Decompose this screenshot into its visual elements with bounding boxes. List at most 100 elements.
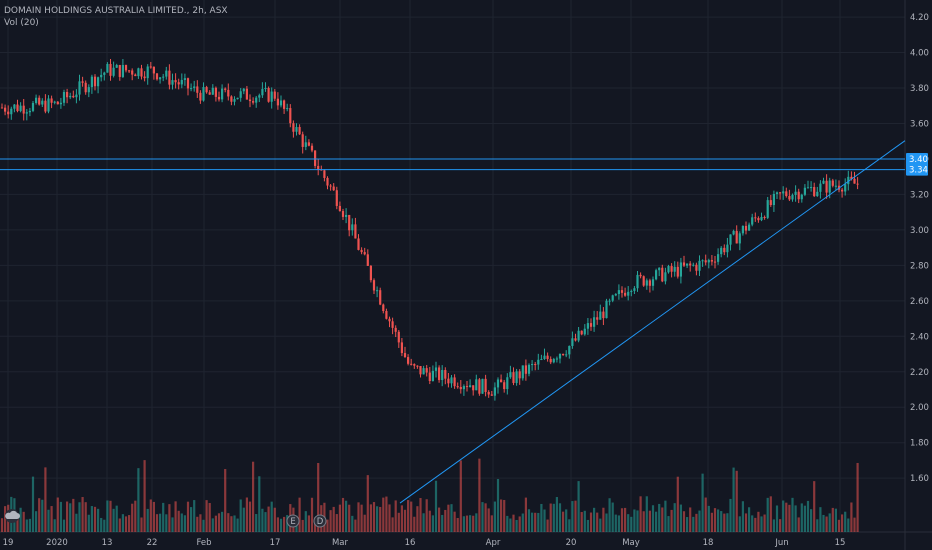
time-axis[interactable]: 19 2020 13 22 Feb 17 Mar 16 Apr 20 May 18 Jun 15 [3, 538, 846, 548]
volume-bar [512, 514, 515, 532]
volume-bar [270, 501, 273, 532]
earnings-marker[interactable] [286, 514, 300, 528]
price-label-tag[interactable] [906, 152, 928, 165]
volume-bar [25, 519, 28, 532]
volume-bar [841, 514, 844, 532]
candle-body [419, 366, 422, 375]
volume-bar [376, 506, 379, 532]
price-tick-label: 1.60 [910, 474, 929, 484]
candle-body [295, 127, 298, 132]
candle-body [221, 88, 224, 100]
time-tick-label: 22 [147, 538, 158, 548]
candle-body [326, 177, 329, 186]
volume-bar [75, 513, 78, 532]
price-axis[interactable]: 4.20 4.00 3.80 3.60 3.40 3.20 3.00 2.80 2.60 2.40… [906, 13, 929, 484]
volume-bar [608, 498, 611, 532]
volume-bar [131, 503, 134, 532]
candle-body [493, 387, 496, 396]
candle-body [834, 185, 837, 187]
candle-body [357, 238, 360, 250]
candle-body [152, 66, 155, 74]
candle-body [779, 192, 782, 194]
volume-bar [397, 512, 400, 532]
volume-bar [704, 497, 707, 532]
volume-bar [72, 498, 75, 532]
drawing-overlays[interactable] [0, 140, 906, 504]
candle-body [472, 385, 475, 391]
candle-body [137, 68, 140, 77]
volume-bar [558, 503, 562, 532]
candle-body [366, 254, 369, 266]
price-label-tag[interactable] [906, 163, 928, 176]
candle-body [47, 98, 50, 112]
candle-body [639, 274, 642, 277]
candle-body [806, 187, 810, 189]
time-tick-label: 13 [102, 538, 113, 548]
volume-bar [84, 502, 87, 532]
volume-bar [273, 507, 276, 532]
volume-bar [670, 509, 673, 532]
price-tick-label: 2.80 [910, 261, 929, 271]
volume-bar [332, 506, 335, 532]
volume-bar [53, 519, 56, 532]
candle-body [785, 191, 788, 197]
volume-bar [682, 511, 686, 532]
volume-bar [546, 519, 549, 532]
candle-body [825, 180, 828, 193]
candle-body [289, 108, 292, 124]
volume-bar [565, 509, 568, 532]
volume-bar [664, 500, 667, 532]
candle-body [769, 200, 772, 206]
volume-bar [106, 500, 109, 532]
price-tick-label: 3.60 [910, 119, 929, 129]
candle-body [720, 247, 723, 255]
candle-body [351, 224, 354, 231]
candle-body [537, 359, 540, 365]
volume-bar [661, 507, 664, 532]
volume-bar [81, 497, 84, 532]
candle-body [273, 91, 276, 99]
volume-bar [676, 476, 679, 532]
candle-body [159, 77, 162, 80]
volume-bar [496, 478, 500, 532]
candle-body [500, 379, 503, 383]
volume-bar [221, 511, 224, 532]
volume-bar [264, 512, 267, 532]
volume-bar [524, 497, 527, 532]
candle-body [534, 364, 537, 366]
candle-body [642, 276, 645, 286]
chart-legend: DOMAIN HOLDINGS AUSTRALIA LIMITED., 2h, … [4, 5, 228, 29]
candle-body [196, 86, 199, 93]
volume-bar [810, 509, 813, 532]
volume-bar [459, 460, 462, 532]
volume-bar [214, 515, 217, 532]
dividend-marker[interactable] [313, 514, 327, 528]
volume-bar [233, 515, 236, 532]
candle-body [744, 225, 748, 231]
volume-bar [78, 502, 81, 532]
candle-body [552, 359, 555, 363]
candle-body [577, 330, 580, 341]
volume-bar [248, 501, 252, 532]
candle-body [162, 76, 165, 78]
candle-body [555, 358, 558, 360]
time-tick-label: 17 [270, 538, 281, 548]
candle-body [847, 176, 850, 185]
candle-body [655, 270, 658, 280]
volume-bar [766, 497, 769, 532]
volume-bar [230, 516, 233, 532]
volume-bar [0, 518, 4, 532]
volume-bar [717, 509, 720, 532]
volume-bar [109, 500, 112, 532]
candle-body [794, 191, 797, 195]
candle-body [636, 274, 639, 289]
candle-body [531, 364, 534, 366]
candle-body [667, 266, 670, 273]
candle-body [729, 234, 732, 245]
candle-body [481, 378, 484, 394]
trend-line[interactable] [399, 140, 906, 504]
candle-body [400, 342, 403, 354]
volume-bar [205, 500, 208, 532]
